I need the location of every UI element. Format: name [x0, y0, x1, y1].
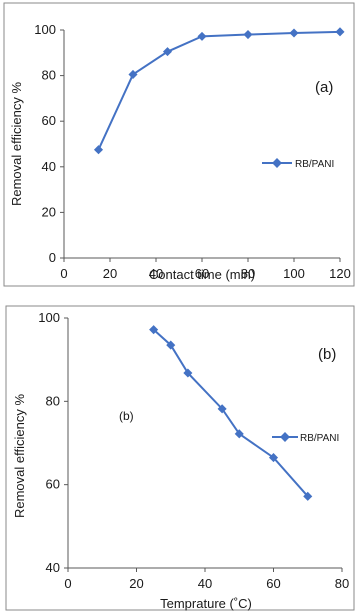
- chart-panel-a-data-point: [128, 69, 138, 79]
- chart-panel-b-x-tick-label: 0: [64, 576, 71, 591]
- chart-panel-a-y-tick-label: 100: [34, 22, 56, 37]
- chart-panel-b-x-tick-label: 20: [129, 576, 143, 591]
- chart-panel-b: 0 20 40 60 80 40 60 80 100 Temprature (˚C) Remov…: [5, 305, 355, 611]
- chart-panel-b-y-tick-label: 60: [46, 477, 60, 492]
- chart-panel-a-data-point: [93, 145, 104, 155]
- chart-panel-a-y-axis-label: Removal efficiency %: [9, 82, 24, 206]
- chart-panel-a-legend-marker: [272, 158, 282, 168]
- chart-panel-b-plot-area: 0 20 40 60 80 40 60 80 100: [38, 310, 349, 591]
- chart-panel-b-x-tick-label: 80: [335, 576, 349, 591]
- chart-panel-a-x-axis-label: Contact time (min): [149, 267, 255, 282]
- chart-panel-a-y-tick-label: 20: [42, 204, 56, 219]
- chart-panel-a-x-tick-label: 80: [241, 266, 255, 281]
- chart-panel-a-x-tick-label: 0: [60, 266, 67, 281]
- chart-panel-a-x-tick-label: 100: [283, 266, 305, 281]
- chart-panel-b-frame: [5, 305, 355, 611]
- chart-panel-a-x-tick-label: 20: [103, 266, 117, 281]
- chart-panel-a-plot-area: 0 20 40 60 80 100 120 0 20 40 60 80 100: [34, 22, 351, 281]
- chart-panel-a-legend-label: RB/PANI: [295, 159, 334, 170]
- chart-panel-b-x-tick-label: 40: [198, 576, 212, 591]
- chart-panel-b-legend: RB/PANI: [272, 432, 339, 444]
- chart-panel-b-panel-label: (b): [318, 346, 336, 363]
- chart-panel-b-x-axis-label: Temprature (˚C): [160, 596, 252, 611]
- chart-panel-a-panel-label: (a): [315, 79, 333, 96]
- chart-panel-b-data-point: [217, 404, 227, 414]
- chart-panel-b-data-point: [183, 368, 193, 378]
- chart-panel-b-inner-label: (b): [119, 409, 134, 423]
- chart-panel-a: 0 20 40 60 80 100 120 0 20 40 60 80 100 Contact time…: [3, 2, 355, 287]
- chart-panel-a-x-tick-label: 40: [149, 266, 163, 281]
- chart-panel-b-data-point: [149, 325, 159, 335]
- chart-panel-b-y-axis-label: Removal efficiency %: [12, 394, 27, 518]
- chart-panel-a-y-tick-label: 80: [42, 68, 56, 83]
- chart-panel-b-legend-marker: [280, 432, 290, 442]
- chart-panel-a-y-tick-label: 40: [42, 159, 56, 174]
- chart-panel-a-data-point: [162, 47, 173, 57]
- chart-panel-a-legend: RB/PANI: [262, 158, 334, 170]
- chart-panel-a-y-tick-label: 0: [49, 250, 56, 265]
- chart-panel-b-legend-label: RB/PANI: [300, 433, 339, 444]
- chart-panel-a-y-tick-label: 60: [42, 113, 56, 128]
- chart-panel-b-data-point: [234, 429, 244, 439]
- chart-panel-a-frame: [3, 2, 355, 287]
- chart-panel-b-y-tick-label: 100: [38, 310, 60, 325]
- chart-panel-a-x-tick-label: 120: [329, 266, 351, 281]
- chart-panel-a-data-point: [197, 31, 207, 41]
- chart-panel-b-x-tick-label: 60: [266, 576, 280, 591]
- chart-panel-a-data-point: [243, 30, 253, 40]
- chart-panel-b-y-tick-label: 40: [46, 560, 60, 575]
- chart-panel-b-data-point: [166, 340, 176, 350]
- chart-panel-a-x-tick-label: 60: [195, 266, 209, 281]
- chart-panel-b-y-tick-label: 80: [46, 393, 60, 408]
